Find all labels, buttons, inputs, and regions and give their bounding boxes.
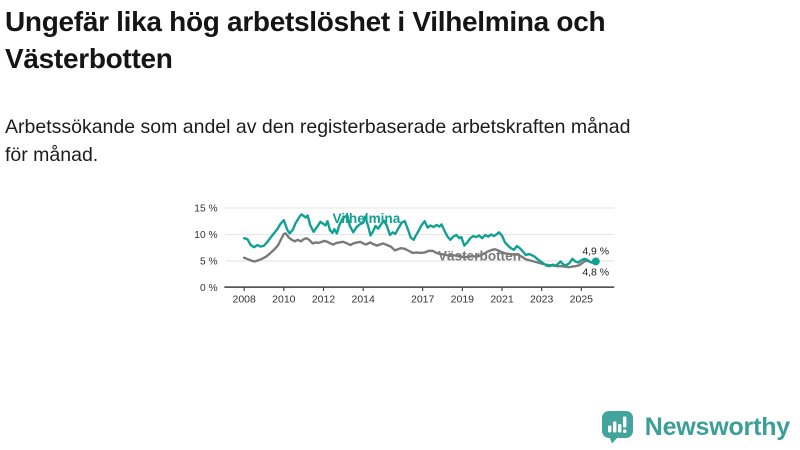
line-vilhelmina: [242, 213, 597, 268]
data-series: [242, 213, 597, 269]
chart-labels: Vilhelmina Västerbotten 4,9 % 4,8 %: [333, 211, 610, 279]
series-label-västerbotten: Västerbotten: [438, 249, 521, 264]
newsworthy-logo: Newsworthy: [600, 410, 790, 444]
x-tick-label-2023: 2023: [530, 295, 553, 306]
y-tick-label-5: 5 %: [200, 257, 218, 268]
line-västerbotten: [242, 232, 597, 269]
axes: 0 % 5 % 10 % 15 % 2008 2010 2012 2014 2017 2019 20…: [194, 204, 615, 306]
chart-title: Ungefär lika hög arbetslöshet i Vilhelmi…: [5, 6, 606, 74]
x-tick-label-2021: 2021: [490, 295, 513, 306]
bar-chart-speech-bubble-icon: [601, 411, 633, 444]
chart-subtitle: Arbetssökande som andel av den registerb…: [5, 116, 631, 166]
x-tick-label-2017: 2017: [411, 295, 434, 306]
end-value-label-vilhelmina: 4,9 %: [582, 247, 609, 258]
x-tick-label-2012: 2012: [312, 295, 335, 306]
x-tick-label-2010: 2010: [272, 295, 295, 306]
brand-name: Newsworthy: [644, 412, 790, 441]
endpoint-dot-vilhelmina: [591, 257, 600, 266]
x-tick-label-2014: 2014: [352, 295, 375, 306]
x-tick-label-2019: 2019: [451, 295, 474, 306]
y-tick-label-10: 10 %: [194, 230, 217, 241]
y-tick-label-0: 0 %: [200, 283, 218, 294]
y-tick-label-15: 15 %: [194, 204, 217, 215]
line-chart: 0 % 5 % 10 % 15 % 2008 2010 2012 2014 2017 2019 20…: [194, 204, 615, 306]
series-label-vilhelmina: Vilhelmina: [333, 211, 401, 226]
end-value-label-västerbotten: 4,8 %: [582, 267, 609, 278]
x-tick-label-2025: 2025: [570, 295, 593, 306]
x-tick-label-2008: 2008: [233, 295, 256, 306]
